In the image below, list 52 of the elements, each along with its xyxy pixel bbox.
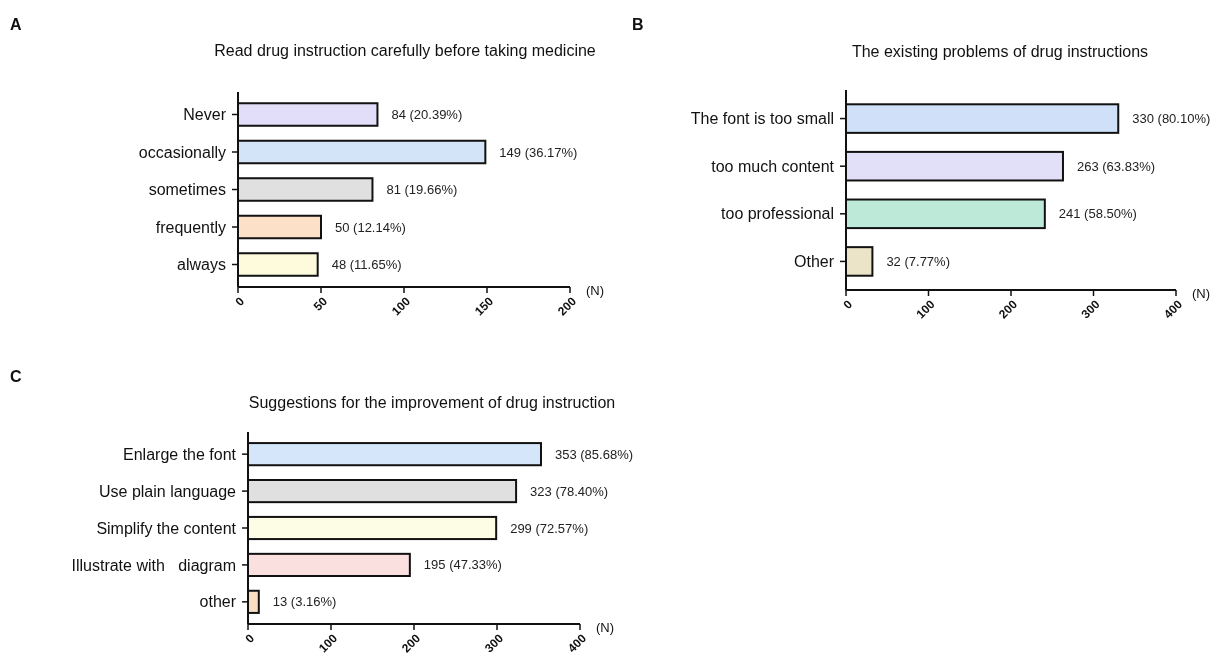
y-tick-label: sometimes [148,181,226,199]
x-tick-label: 200 [399,630,424,656]
x-axis-title: (N) [586,283,605,298]
x-tick-label: 100 [389,293,414,319]
y-tick-label: The font is too small [690,110,834,128]
y-tick-label: Enlarge the font [123,445,237,463]
text: C [10,368,22,385]
data-label: 299 (72.57%) [510,520,589,536]
text: A [10,16,22,33]
data-label: 81 (19.66%) [386,182,458,198]
y-tick-label: too professional [721,205,834,223]
data-label: 195 (47.33%) [423,557,502,573]
x-tick-label: 400 [1161,296,1186,322]
data-label: 84 (20.39%) [391,107,463,123]
data-label: 48 (11.65%) [331,257,402,273]
y-tick-label: always [177,256,226,274]
text: B [632,16,644,33]
y-tick-label: other [199,593,237,611]
chart-title: Suggestions for the improvement of drug instruction [248,394,616,411]
chart-title: Read drug instruction carefully before taking medicine [214,42,596,59]
data-label: 323 (78.40%) [530,483,609,499]
x-tick-label: 0 [840,296,856,312]
y-tick-label: Other [793,253,835,271]
y-tick-label: occasionally [138,143,226,161]
x-tick-label: 100 [316,630,341,656]
chart-title: The existing problems of drug instructions [851,43,1149,60]
y-tick-label: Simplify the content [96,519,237,537]
x-tick-label: 0 [242,630,258,646]
x-tick-label: 200 [996,296,1021,322]
y-tick-label: Illustrate with diagram [71,556,236,574]
data-label: 13 (3.16%) [272,594,337,610]
x-tick-label: 300 [482,630,507,656]
data-label: 241 (58.50%) [1058,206,1137,222]
y-tick-label: too much content [711,157,835,175]
x-tick-label: 200 [555,293,580,319]
x-tick-label: 100 [913,296,938,322]
x-tick-label: 50 [310,293,331,314]
data-label: 32 (7.77%) [886,253,950,269]
x-tick-label: 150 [472,293,497,319]
x-tick-label: 0 [232,293,248,309]
y-tick-label: Use plain language [99,482,237,500]
x-tick-label: 300 [1078,296,1103,322]
data-label: 353 (85.68%) [554,446,634,462]
x-axis-title: (N) [596,620,615,635]
y-tick-label: frequently [155,218,226,236]
y-tick-label: Never [183,106,227,124]
data-label: 263 (63.83%) [1076,158,1156,174]
data-label: 149 (36.17%) [499,144,578,160]
data-label: 50 (12.14%) [335,219,406,235]
x-axis-title: (N) [1192,286,1211,301]
x-tick-label: 400 [565,630,590,656]
data-label: 330 (80.10%) [1132,111,1211,127]
